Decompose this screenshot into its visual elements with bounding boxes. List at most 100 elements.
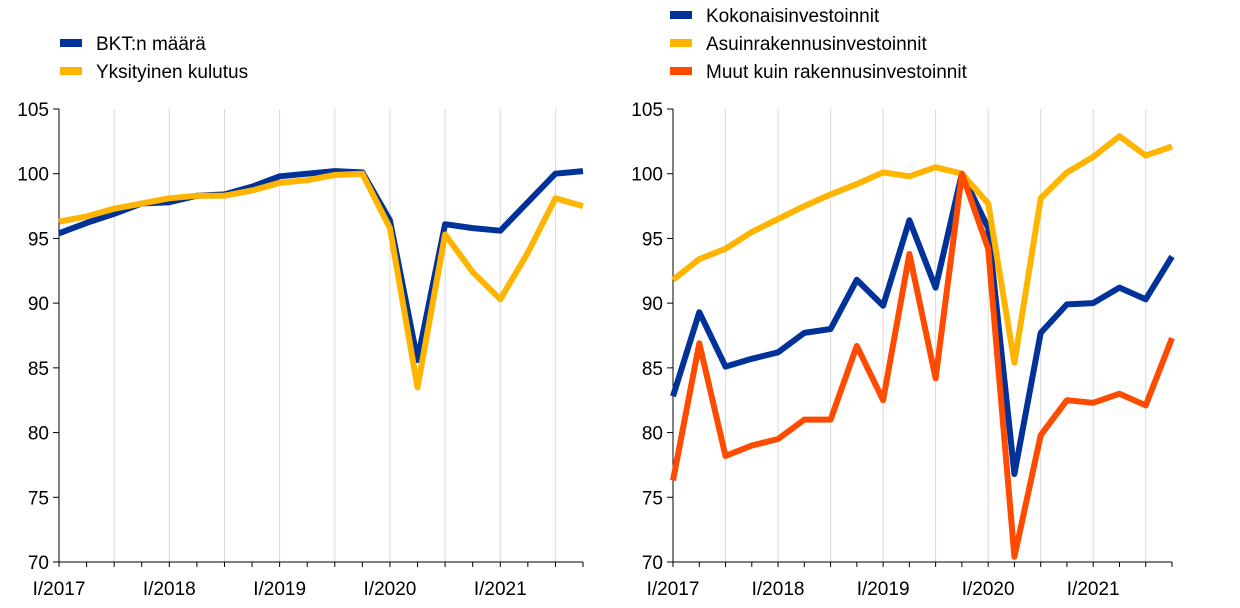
right-series-1-point bbox=[1064, 170, 1069, 175]
right-series-0-point bbox=[776, 350, 781, 355]
left-series-0-point bbox=[498, 228, 503, 233]
left-series-1-point bbox=[470, 270, 475, 275]
right-series-0-point bbox=[749, 356, 754, 361]
right-x-tick-label: I/2020 bbox=[962, 579, 1015, 600]
right-series-0-point bbox=[828, 327, 833, 332]
right-series-0-point bbox=[907, 218, 912, 223]
left-series-1-point bbox=[277, 180, 282, 185]
right-series-0-point bbox=[1170, 254, 1175, 259]
right-series-1-point bbox=[1012, 360, 1017, 365]
left-x-tick-label: I/2021 bbox=[474, 579, 527, 600]
left-series-1-point bbox=[84, 214, 89, 219]
left-series-0-point bbox=[57, 231, 62, 236]
right-series-1-point bbox=[828, 192, 833, 197]
left-series-1-point bbox=[305, 178, 310, 183]
right-y-tick-label: 75 bbox=[642, 488, 663, 509]
left-tick-labels: 105 100 95 90 85 80 75 70 I/2017 I/2018 I/2019 I/20… bbox=[17, 100, 526, 600]
left-y-tick-label: 75 bbox=[28, 488, 49, 509]
right-y-tick-label: 70 bbox=[642, 553, 663, 574]
left-x-tick-label: I/2019 bbox=[253, 579, 306, 600]
left-x-tick-label: I/2017 bbox=[33, 579, 86, 600]
right-series-line-2 bbox=[670, 170, 1175, 560]
left-series-1-point bbox=[167, 196, 172, 201]
right-series-2-point bbox=[802, 417, 807, 422]
left-series bbox=[57, 168, 586, 391]
right-series-1-point bbox=[776, 217, 781, 222]
left-series-0-point bbox=[553, 171, 558, 176]
right-series-line-1 bbox=[671, 133, 1173, 366]
left-series-1-point bbox=[57, 219, 62, 224]
left-y-tick-label: 70 bbox=[28, 553, 49, 574]
right-series-0-point bbox=[723, 364, 728, 369]
right-series-0-point bbox=[697, 310, 702, 315]
right-series-2-point bbox=[959, 171, 964, 176]
right-series-1-point bbox=[854, 182, 859, 187]
right-y-tick-label: 105 bbox=[631, 100, 663, 121]
right-series-2-point bbox=[749, 443, 754, 448]
right-legend-swatch bbox=[670, 11, 692, 19]
left-y-tick-label: 85 bbox=[28, 359, 49, 380]
right-x-tick-label: I/2018 bbox=[752, 579, 805, 600]
right-x-tick-label: I/2019 bbox=[857, 579, 910, 600]
left-series-1-point bbox=[553, 196, 558, 201]
right-x-tick-label: I/2017 bbox=[647, 579, 700, 600]
left-y-tick-label: 80 bbox=[28, 424, 49, 445]
left-series-0-point bbox=[581, 169, 586, 174]
left-y-tick-label: 105 bbox=[17, 100, 49, 121]
right-axes bbox=[667, 108, 1173, 567]
left-legend-swatch bbox=[60, 39, 82, 47]
right-series-0-point bbox=[802, 330, 807, 335]
right-grid bbox=[725, 109, 1147, 562]
right-series-1-point bbox=[1170, 144, 1175, 149]
left-series-1-point bbox=[194, 193, 199, 198]
right-series-2-point bbox=[828, 417, 833, 422]
right-series-1-point bbox=[671, 277, 676, 282]
left-series-1-point bbox=[360, 171, 365, 176]
left-series-line-0 bbox=[57, 168, 584, 364]
left-panel: 105 100 95 90 85 80 75 70 I/2017 I/2018 I/2019 I/20… bbox=[17, 34, 586, 600]
right-series-1-point bbox=[1038, 196, 1043, 201]
left-x-tick-label: I/2020 bbox=[364, 579, 417, 600]
right-legend-swatch bbox=[670, 67, 692, 75]
right-series-1-point bbox=[697, 257, 702, 262]
left-y-tick-label: 90 bbox=[28, 294, 49, 315]
right-series-2-point bbox=[1143, 403, 1148, 408]
right-panel: 105 100 95 90 85 80 75 70 I/2017 I/2018 I/2019 I/20… bbox=[631, 6, 1175, 600]
right-series-2-point bbox=[776, 437, 781, 442]
right-y-tick-label: 95 bbox=[642, 229, 663, 250]
right-y-tick-label: 85 bbox=[642, 359, 663, 380]
right-series-2-point bbox=[986, 246, 991, 251]
right-series-2-point bbox=[1064, 398, 1069, 403]
right-series-0-point bbox=[1091, 301, 1096, 306]
left-series-0-point bbox=[470, 226, 475, 231]
left-axes bbox=[53, 108, 584, 567]
right-y-tick-label: 90 bbox=[642, 294, 663, 315]
right-series-2-point bbox=[1012, 554, 1017, 559]
left-legend-label: Yksityinen kulutus bbox=[96, 62, 248, 83]
right-legend-label: Asuinrakennusinvestoinnit bbox=[706, 34, 927, 55]
right-series-2-point bbox=[907, 251, 912, 256]
left-y-tick-label: 100 bbox=[17, 165, 49, 186]
right-series-0-point bbox=[671, 394, 676, 399]
right-series-1-point bbox=[749, 229, 754, 234]
right-series-1-point bbox=[723, 246, 728, 251]
left-legend-label: BKT:n määrä bbox=[96, 34, 206, 55]
left-y-tick-label: 95 bbox=[28, 229, 49, 250]
right-legend-label: Kokonaisinvestoinnit bbox=[706, 6, 880, 27]
right-series-2-point bbox=[1038, 433, 1043, 438]
left-series-1-point bbox=[387, 226, 392, 231]
right-series-1-point bbox=[907, 174, 912, 179]
right-series-0-point bbox=[1064, 302, 1069, 307]
right-y-tick-label: 100 bbox=[631, 165, 663, 186]
right-series-0-point bbox=[1117, 285, 1122, 290]
right-series-0-point bbox=[854, 277, 859, 282]
right-series-0-point bbox=[933, 285, 938, 290]
left-series-1-point bbox=[525, 250, 530, 255]
right-series-1-point bbox=[802, 204, 807, 209]
left-series-1-point bbox=[112, 206, 117, 211]
left-series-1-point bbox=[581, 204, 586, 209]
right-series-2-point bbox=[881, 398, 886, 403]
right-legend: Kokonaisinvestoinnit Asuinrakennusinvesto… bbox=[670, 6, 968, 83]
right-series-2-point bbox=[671, 478, 676, 483]
